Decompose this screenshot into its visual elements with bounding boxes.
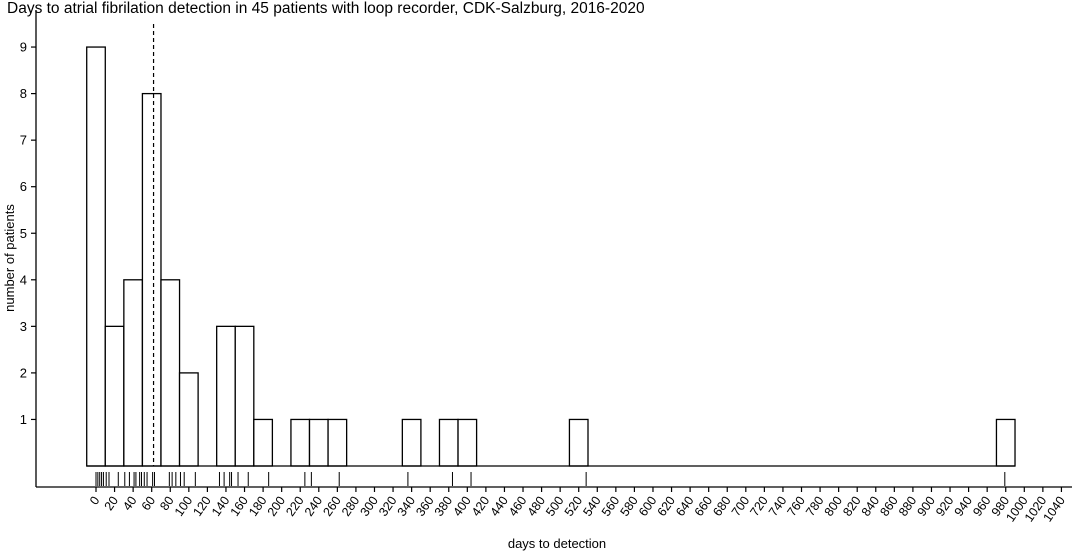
histogram-bar: [234, 325, 255, 467]
x-tick-label: 660: [692, 494, 715, 519]
x-tick-label: 840: [859, 494, 882, 519]
histogram-bar: [253, 418, 274, 467]
x-tick-label: 240: [302, 494, 325, 519]
x-tick-label: 800: [822, 494, 845, 519]
x-ticks: 0 20 40 60 801001201401601802002202402602803…: [87, 487, 1068, 525]
x-tick-label: 1040: [1040, 494, 1067, 525]
histogram-bar: [141, 92, 162, 467]
x-tick-label: 20: [102, 494, 121, 513]
x-tick-label: 40: [120, 494, 139, 513]
x-tick-label: 640: [673, 494, 696, 519]
x-tick-label: 960: [970, 494, 993, 519]
y-tick-label: 1: [20, 412, 27, 427]
histogram-bar: [457, 418, 478, 467]
histogram-bar: [123, 279, 144, 467]
histogram-bar: [216, 325, 236, 467]
x-tick-label: 580: [617, 494, 640, 519]
y-ticks: 1 2 3 4 5 6 7 8 9: [20, 40, 36, 427]
x-tick-label: 940: [952, 494, 975, 519]
x-tick-label: 680: [710, 494, 733, 519]
x-tick-label: 880: [896, 494, 919, 519]
x-tick-label: 80: [157, 494, 176, 513]
x-tick-label: 620: [655, 494, 678, 519]
x-tick-label: 560: [599, 494, 622, 519]
bars-layer: [86, 46, 1016, 467]
histogram-bar: [568, 418, 589, 467]
x-tick-label: 520: [562, 494, 585, 519]
x-tick-label: 500: [543, 494, 566, 519]
y-tick-label: 5: [20, 226, 27, 241]
x-tick-label: 480: [525, 494, 548, 519]
x-tick-label: 220: [283, 494, 306, 519]
histogram-bar: [401, 418, 422, 467]
x-tick-label: 920: [933, 494, 956, 519]
rug-layer: [95, 472, 1006, 486]
histogram-bar: [104, 325, 125, 467]
y-tick-label: 9: [20, 40, 27, 55]
x-axis-label: days to detection: [508, 536, 606, 551]
x-tick-label: 860: [877, 494, 900, 519]
y-tick-label: 4: [20, 272, 27, 287]
y-tick-label: 6: [20, 179, 27, 194]
histogram-bar: [438, 418, 459, 467]
x-tick-label: 900: [914, 494, 937, 519]
x-tick-label: 280: [339, 494, 362, 519]
x-tick-label: 60: [139, 494, 158, 513]
histogram-bar: [995, 418, 1016, 467]
axes-layer: [35, 10, 1072, 488]
x-tick-label: 420: [469, 494, 492, 519]
x-tick-label: 340: [395, 494, 418, 519]
x-tick-label: 740: [766, 494, 789, 519]
x-tick-label: 460: [506, 494, 529, 519]
histogram-bar: [290, 418, 311, 467]
x-tick-label: 120: [190, 494, 213, 519]
x-tick-label: 780: [803, 494, 826, 519]
x-tick-label: 360: [413, 494, 436, 519]
x-tick-label: 320: [376, 494, 399, 519]
x-tick-label: 380: [432, 494, 455, 519]
y-tick-label: 7: [20, 133, 27, 148]
x-tick-label: 260: [320, 494, 343, 519]
x-tick-label: 440: [487, 494, 510, 519]
y-axis-label: number of patients: [2, 204, 17, 312]
x-tick-label: 400: [450, 494, 473, 519]
chart-title: Days to atrial fibrilation detection in …: [7, 0, 645, 17]
x-tick-label: 760: [785, 494, 808, 519]
y-tick-label: 8: [20, 86, 27, 101]
x-tick-label: 720: [747, 494, 770, 519]
y-tick-label: 2: [20, 365, 27, 380]
x-tick-label: 0: [87, 494, 102, 508]
x-tick-label: 540: [580, 494, 603, 519]
x-tick-label: 100: [172, 494, 195, 519]
x-tick-label: 200: [265, 494, 288, 519]
histogram-bar: [160, 279, 181, 467]
x-tick-label: 820: [840, 494, 863, 519]
x-tick-label: 180: [246, 494, 269, 519]
y-tick-label: 3: [20, 319, 27, 334]
histogram-bar: [327, 418, 348, 467]
x-tick-label: 160: [228, 494, 251, 519]
x-tick-label: 700: [729, 494, 752, 519]
x-tick-label: 140: [209, 494, 232, 519]
x-tick-label: 600: [636, 494, 659, 519]
histogram-bar: [86, 46, 106, 467]
x-tick-label: 300: [358, 494, 381, 519]
histogram-bar: [178, 372, 199, 467]
histogram-bar: [308, 418, 329, 467]
